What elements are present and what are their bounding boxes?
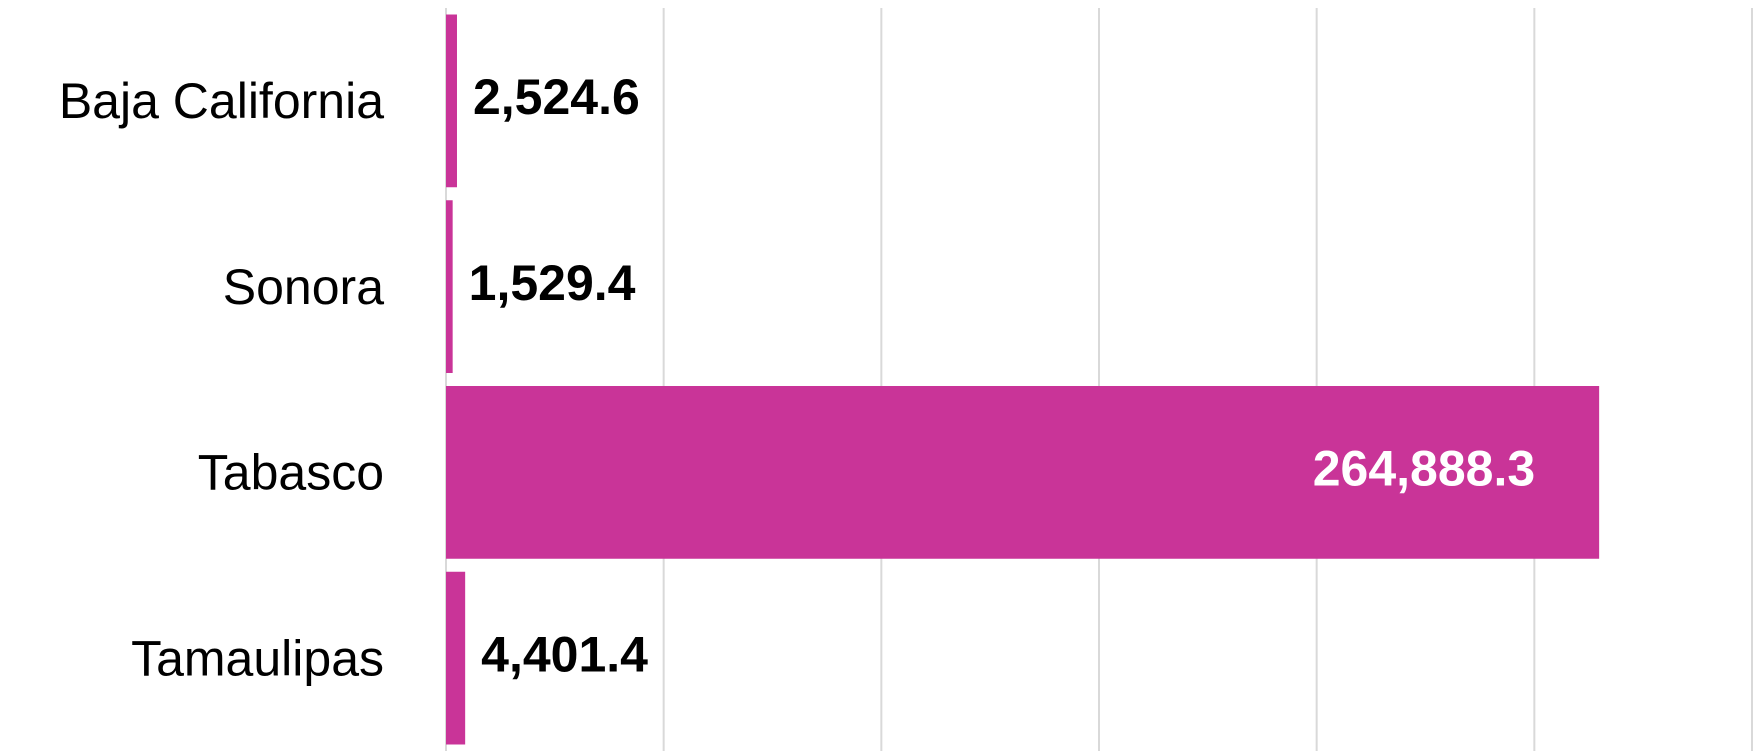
y-tick-label: Baja California [59,73,384,129]
y-tick-label: Tamaulipas [131,630,384,686]
y-tick-label: Tabasco [198,445,384,501]
data-label: 1,529.4 [469,255,636,311]
y-tick-label: Sonora [223,259,384,315]
bar [446,14,457,188]
data-label: 264,888.3 [1313,441,1535,497]
bar [446,571,466,745]
bar [446,200,453,373]
bar [446,386,1600,559]
data-label: 2,524.6 [473,69,640,125]
data-label: 4,401.4 [481,626,648,682]
